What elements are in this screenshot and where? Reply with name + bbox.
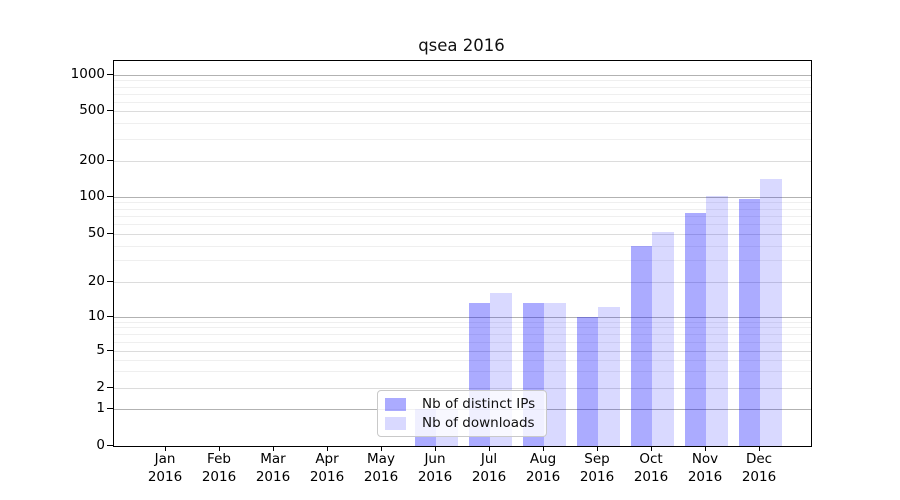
x-axis-tick-mark [327, 446, 329, 451]
x-axis-tick-mark [381, 446, 383, 451]
y-axis-tick-label: 5 [96, 341, 105, 358]
x-axis-tick-label-nov: Nov 2016 [687, 451, 723, 485]
x-axis-tick-label-oct: Oct 2016 [633, 451, 669, 485]
legend: Nb of distinct IPs Nb of downloads [377, 390, 547, 437]
major-gridline [114, 75, 811, 76]
y-axis-tick-mark [107, 233, 113, 235]
major-gridline [114, 316, 811, 318]
legend-swatch-downloads [385, 417, 406, 430]
y-axis-tick-mark [107, 349, 113, 351]
minor-gridline [114, 359, 811, 361]
legend-swatch-distinct-ips [385, 398, 406, 411]
x-axis-tick-label-jun: Jun 2016 [417, 451, 453, 485]
legend-label-distinct-ips: Nb of distinct IPs [422, 396, 536, 412]
y-axis-tick-label: 100 [79, 187, 105, 204]
x-axis-tick-mark [759, 446, 761, 451]
y-axis-tick-mark [107, 407, 113, 409]
y-axis-tick-label: 1 [96, 399, 105, 416]
x-axis-tick-mark [597, 446, 599, 451]
bar-sep-downloads [598, 307, 620, 446]
minor-gridline [114, 224, 811, 226]
y-axis-tick-mark [107, 110, 113, 112]
y-axis-tick-mark [107, 74, 113, 76]
minor-gridline [114, 215, 811, 217]
x-axis-tick-mark [543, 446, 545, 451]
x-axis-tick-label-jul: Jul 2016 [471, 451, 507, 485]
bar-aug-downloads [544, 303, 566, 446]
x-axis-tick-mark [435, 446, 437, 451]
x-axis-tick-mark [273, 446, 275, 451]
major-gridline [114, 196, 811, 198]
x-axis-tick-label-apr: Apr 2016 [309, 451, 345, 485]
x-axis-tick-mark [489, 446, 491, 451]
minor-gridline [114, 260, 811, 262]
y-axis-tick-mark [107, 280, 113, 282]
x-axis-tick-mark [219, 446, 221, 451]
minor-gridline [114, 333, 811, 335]
y-axis-tick-label: 500 [79, 102, 105, 118]
minor-gridline [114, 341, 811, 343]
minor-gridline [114, 208, 811, 210]
x-axis-tick-mark [651, 446, 653, 451]
bar-nov-distinct-ips [684, 212, 706, 446]
x-axis-tick-label-may: May 2016 [363, 451, 399, 485]
x-axis-tick-mark [705, 446, 707, 451]
bar-oct-distinct-ips [630, 245, 652, 446]
bar-dec-distinct-ips [738, 199, 760, 446]
x-axis-tick-mark [165, 446, 167, 451]
minor-gridline [114, 138, 811, 140]
y-axis-tick-label: 2 [96, 379, 105, 395]
bar-oct-downloads [652, 231, 674, 446]
minor-gridline [114, 80, 811, 82]
legend-label-downloads: Nb of downloads [422, 415, 535, 431]
minor-gridline [114, 327, 811, 329]
major-gridline [114, 350, 811, 352]
y-axis-tick-label: 50 [87, 225, 105, 241]
x-axis-tick-label-mar: Mar 2016 [255, 451, 291, 485]
minor-gridline [114, 202, 811, 204]
y-axis-tick-mark [107, 444, 113, 446]
major-gridline [114, 281, 811, 283]
y-axis-tick-mark [107, 160, 113, 162]
y-axis-tick-label: 10 [87, 307, 105, 324]
major-gridline [114, 234, 811, 235]
minor-gridline [114, 93, 811, 95]
minor-gridline [114, 123, 811, 125]
plot-area [113, 60, 812, 447]
y-axis-tick-mark [107, 195, 113, 197]
y-axis-tick-label: 1000 [70, 66, 105, 82]
y-axis-tick-label: 200 [79, 152, 105, 168]
major-gridline [114, 111, 811, 112]
bar-nov-downloads [706, 195, 728, 446]
x-axis-tick-label-feb: Feb 2016 [201, 451, 237, 485]
legend-item-distinct-ips: Nb of distinct IPs [378, 395, 546, 413]
chart-title: qsea 2016 [418, 36, 505, 55]
minor-gridline [114, 321, 811, 323]
y-axis-tick-mark [107, 387, 113, 389]
bar-dec-downloads [760, 179, 782, 446]
major-gridline [114, 388, 811, 389]
minor-gridline [114, 245, 811, 247]
major-gridline [114, 161, 811, 162]
x-axis-tick-label-jan: Jan 2016 [147, 451, 183, 485]
bar-sep-distinct-ips [576, 316, 598, 446]
y-axis-tick-mark [107, 315, 113, 317]
y-axis-tick-label: 20 [87, 272, 105, 289]
legend-item-downloads: Nb of downloads [378, 414, 546, 432]
minor-gridline [114, 101, 811, 103]
x-axis-tick-label-aug: Aug 2016 [525, 451, 561, 485]
x-axis-tick-label-dec: Dec 2016 [741, 451, 777, 485]
x-axis-tick-label-sep: Sep 2016 [579, 451, 615, 485]
y-axis-tick-label: 0 [96, 436, 105, 453]
minor-gridline [114, 371, 811, 373]
minor-gridline [114, 86, 811, 88]
